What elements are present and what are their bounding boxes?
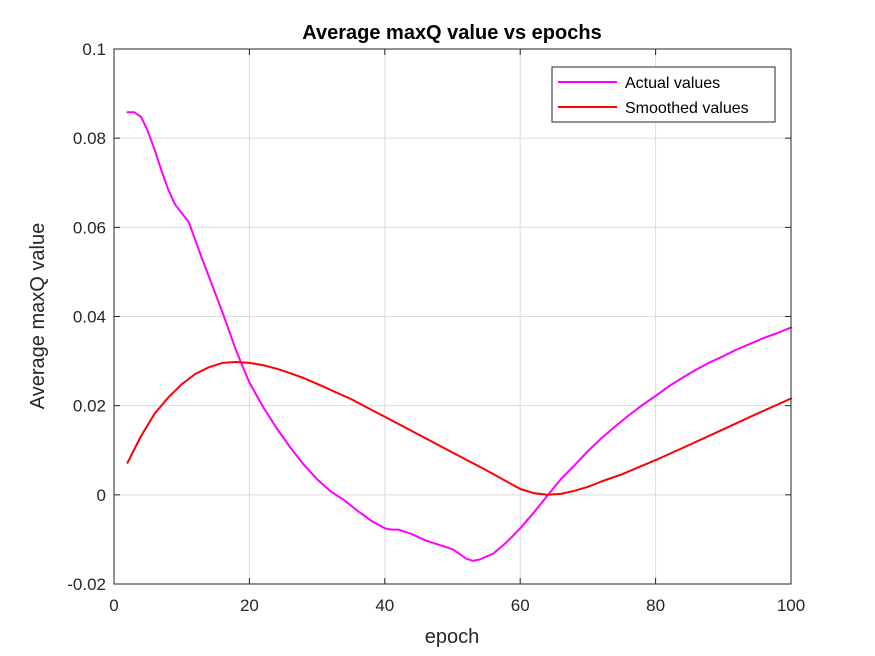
- y-tick-label: 0.1: [82, 40, 106, 59]
- legend-entry-label: Actual values: [625, 75, 720, 92]
- y-tick-label: 0.06: [73, 218, 106, 237]
- plot-frame: [113, 48, 792, 585]
- y-axis-label: Average maxQ value: [27, 223, 49, 409]
- legend-box: [551, 66, 776, 123]
- y-tick-label: 0.02: [73, 397, 106, 416]
- x-tick-label: 40: [375, 596, 394, 615]
- x-tick-label: 100: [777, 596, 805, 615]
- series-line-smoothed-values: [126, 361, 792, 496]
- grid-lines: [113, 48, 792, 585]
- x-tick-label: 20: [240, 596, 259, 615]
- y-tick-label: 0.04: [73, 308, 106, 327]
- series-lines: [126, 111, 792, 562]
- x-tick-label: 0: [109, 596, 118, 615]
- y-tick-label: 0: [97, 486, 106, 505]
- y-tick-label: -0.02: [67, 575, 106, 594]
- legend-entry-label: Smoothed values: [625, 100, 749, 117]
- x-tick-label: 80: [646, 596, 665, 615]
- series-line-actual-values: [126, 111, 792, 562]
- x-tick-label: 60: [511, 596, 530, 615]
- x-axis-label: epoch: [425, 626, 480, 648]
- y-tick-label: 0.08: [73, 129, 106, 148]
- legend: Actual values Smoothed values: [551, 66, 776, 123]
- chart-title: Average maxQ value vs epochs: [302, 22, 601, 44]
